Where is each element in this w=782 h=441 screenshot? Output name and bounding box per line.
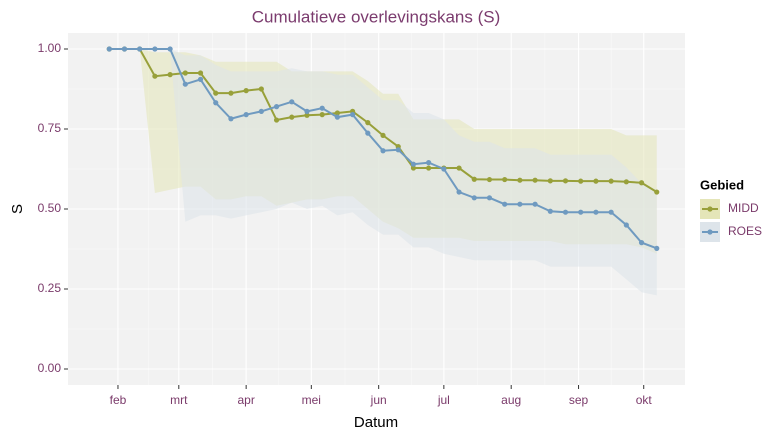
y-tick-label: 0.00 (38, 361, 62, 375)
data-point (228, 116, 234, 122)
data-point (608, 178, 614, 184)
data-point (547, 178, 553, 184)
x-tick-label: jun (370, 393, 387, 407)
data-point (486, 195, 493, 201)
data-point (638, 180, 645, 186)
data-point (182, 70, 188, 76)
data-point (578, 209, 584, 215)
data-point (258, 86, 264, 92)
data-point (167, 72, 173, 78)
data-point (441, 166, 447, 172)
x-axis-title: Datum (354, 414, 398, 431)
data-point (380, 132, 386, 138)
data-point (654, 189, 660, 195)
data-point (578, 178, 584, 184)
data-point (456, 165, 462, 171)
x-tick-label: mei (302, 393, 321, 407)
data-point (243, 112, 249, 118)
data-point (334, 114, 340, 120)
data-point (426, 160, 432, 166)
x-tick-label: apr (237, 393, 254, 407)
y-axis-title: S (9, 204, 26, 214)
data-point (502, 201, 508, 207)
data-point (182, 81, 188, 87)
x-tick-label: aug (501, 393, 521, 407)
data-point (593, 178, 599, 184)
data-point (593, 209, 599, 215)
data-point (502, 176, 508, 183)
data-point (532, 177, 538, 183)
y-tick-label: 0.50 (38, 201, 62, 215)
data-point (258, 108, 264, 114)
data-point (304, 112, 310, 118)
data-point (289, 99, 295, 105)
legend-label: MIDD (728, 201, 759, 215)
data-point (167, 46, 173, 52)
data-point (137, 46, 143, 52)
data-point (547, 208, 553, 214)
chart-title: Cumulatieve overlevingskans (S) (252, 7, 501, 26)
data-point (152, 46, 158, 52)
data-point (456, 189, 462, 195)
data-point (532, 201, 538, 207)
data-point (623, 222, 629, 228)
data-point (121, 46, 128, 52)
data-point (197, 70, 204, 76)
data-point (486, 176, 493, 183)
data-point (517, 177, 523, 183)
confidence-band (109, 49, 657, 296)
data-point (471, 195, 477, 201)
data-point (426, 165, 432, 171)
data-point (517, 201, 523, 207)
data-point (273, 117, 280, 123)
data-point (243, 88, 249, 94)
data-point (654, 245, 660, 251)
data-point (608, 209, 614, 215)
data-point (471, 176, 477, 182)
data-point (106, 46, 112, 52)
data-point (152, 73, 158, 79)
y-tick-label: 1.00 (38, 41, 62, 55)
y-tick-label: 0.25 (38, 281, 62, 295)
x-tick-label: okt (636, 393, 653, 407)
data-point (638, 240, 645, 246)
data-point (289, 114, 295, 120)
data-point (197, 76, 204, 82)
x-tick-label: feb (110, 393, 127, 407)
legend-title: Gebied (700, 177, 744, 192)
data-point (365, 130, 371, 136)
legend-point (707, 229, 713, 235)
data-point (319, 105, 325, 111)
data-point (365, 120, 371, 126)
x-tick-label: sep (569, 393, 589, 407)
data-point (410, 165, 417, 171)
data-point (334, 110, 340, 116)
data-point (380, 148, 386, 154)
data-point (562, 178, 569, 184)
data-point (228, 90, 234, 96)
legend-label: ROES (728, 224, 762, 238)
data-point (410, 161, 417, 167)
data-point (319, 112, 325, 118)
data-point (623, 179, 629, 185)
x-tick-label: mrt (170, 393, 188, 407)
data-point (213, 100, 219, 106)
data-point (304, 108, 310, 114)
y-tick-label: 0.75 (38, 121, 62, 135)
data-point (562, 209, 569, 215)
data-point (395, 147, 401, 153)
data-point (213, 90, 219, 96)
legend-point (707, 206, 713, 212)
x-tick-label: jul (437, 393, 450, 407)
data-point (273, 104, 280, 110)
data-point (350, 112, 356, 118)
